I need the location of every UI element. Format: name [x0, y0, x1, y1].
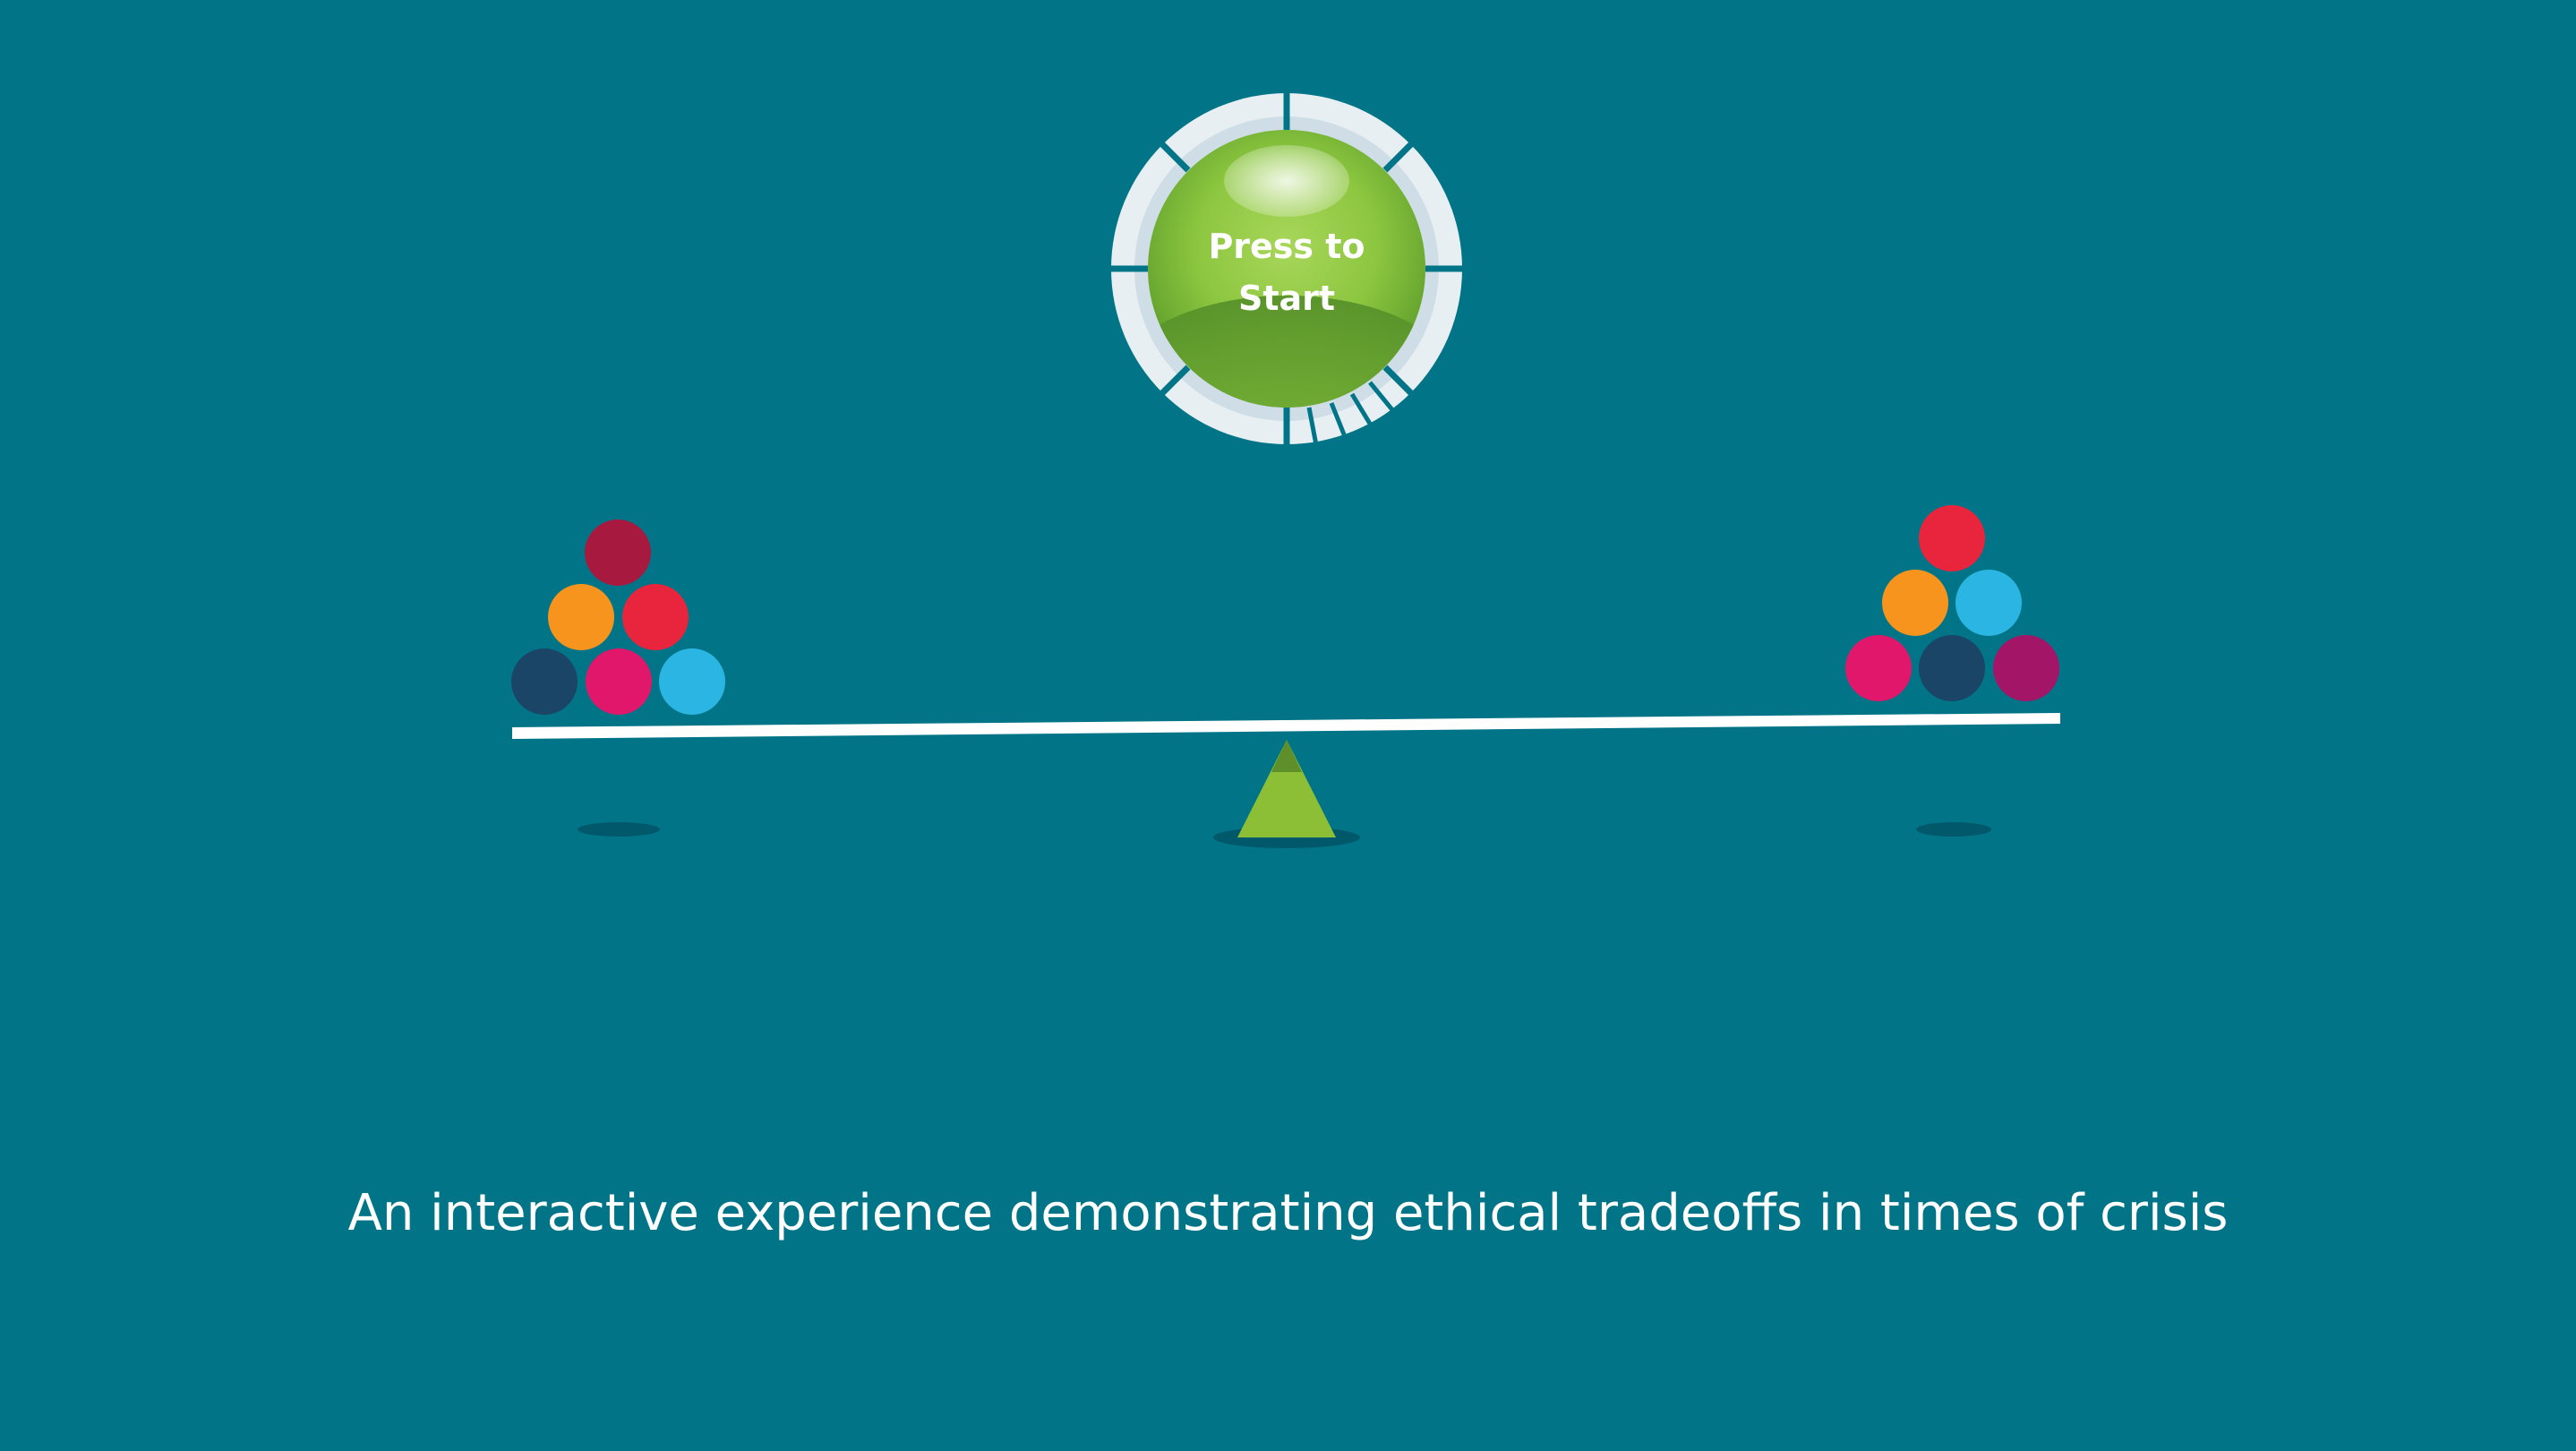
ball-red [1919, 505, 1985, 571]
start-button[interactable]: Press to Start [1108, 90, 1466, 493]
start-button-label-line2: Start [1238, 279, 1335, 318]
ball-plum [1993, 635, 2059, 701]
fulcrum-tip [1271, 740, 1302, 772]
ball-magenta [1845, 635, 1912, 701]
right-pan-shadow [1916, 822, 1991, 837]
ring-dividers [1108, 90, 1466, 448]
ball-maroon [585, 519, 651, 586]
tagline: An interactive experience demonstrating … [347, 1184, 2229, 1242]
fulcrum [1237, 740, 1336, 837]
balance-beam [512, 713, 2060, 739]
right-pan-balls [1845, 505, 2059, 701]
start-button-label-line1: Press to [1208, 227, 1365, 266]
ball-sky-blue [659, 648, 725, 715]
ball-magenta [586, 648, 652, 715]
ball-navy [1919, 635, 1985, 701]
left-pan-balls [511, 519, 725, 715]
left-pan-shadow [578, 822, 660, 837]
ball-orange [1882, 570, 1948, 636]
ball-navy [511, 648, 578, 715]
ball-orange [548, 584, 614, 650]
ball-sky-blue [1956, 570, 2022, 636]
ball-red [622, 584, 689, 650]
start-button-shine [1224, 145, 1349, 217]
